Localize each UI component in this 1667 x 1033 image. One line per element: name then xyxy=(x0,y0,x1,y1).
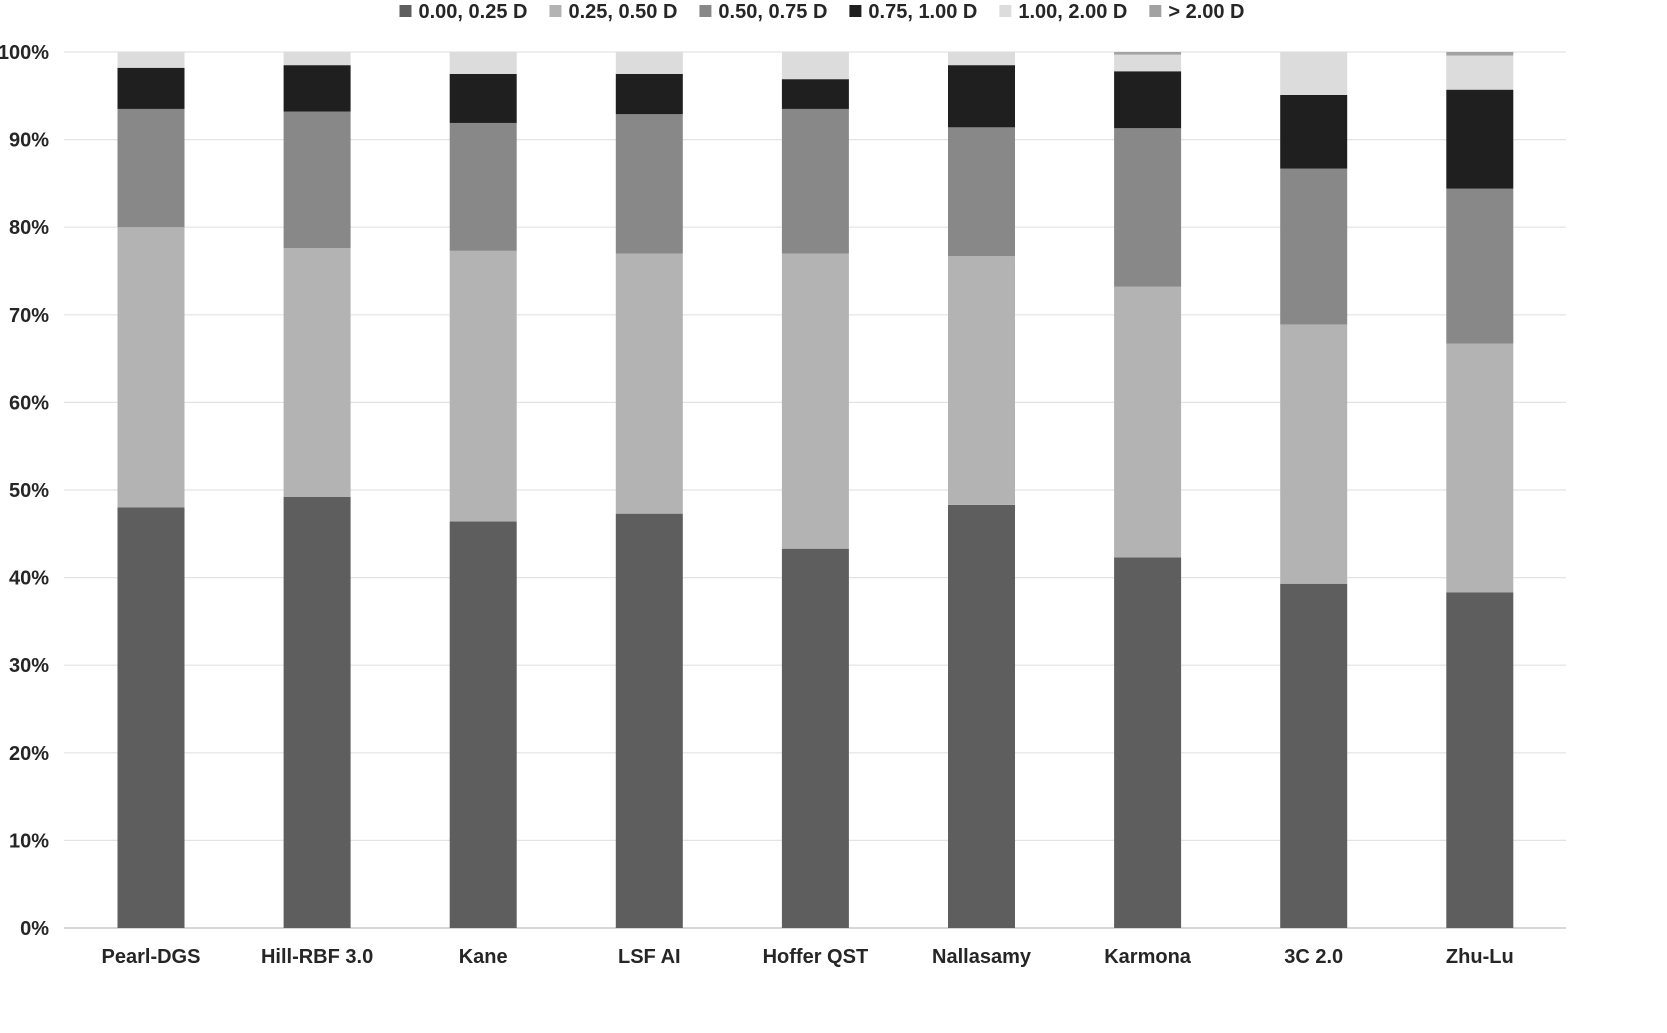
y-tick-label: 70% xyxy=(9,305,49,327)
bar-segment-karmona-0-75-1-00-d xyxy=(1114,71,1182,129)
y-tick-label: 60% xyxy=(9,392,49,414)
bar-segment-hoffer-qst-0-25-0-50-d xyxy=(781,253,849,549)
bar-segment-nallasamy-0-75-1-00-d xyxy=(948,65,1015,128)
bar-stack-hoffer-qst xyxy=(781,52,849,928)
y-tick-label: 30% xyxy=(9,655,49,677)
legend-label: 0.25, 0.50 D xyxy=(568,1,677,23)
x-category-label: LSF AI xyxy=(618,946,681,968)
bar-segment-kane-1-00-2-00-d xyxy=(449,52,517,74)
x-category-label: Pearl-DGS xyxy=(102,946,201,968)
legend-label: > 2.00 D xyxy=(1168,1,1244,23)
y-tick-label: 50% xyxy=(9,480,49,502)
bar-stack-nallasamy xyxy=(948,52,1015,928)
legend-label: 0.50, 0.75 D xyxy=(718,1,827,23)
bar-segment-kane-0-50-0-75-d xyxy=(449,122,517,251)
legend-label: 0.75, 1.00 D xyxy=(868,1,977,23)
legend-label: 1.00, 2.00 D xyxy=(1018,1,1127,23)
bar-stack-zhu-lu xyxy=(1446,52,1514,928)
bar-segment-hoffer-qst-0-00-0-25-d xyxy=(781,548,849,928)
bars xyxy=(117,52,1514,928)
bar-segment-karmona-0-50-0-75-d xyxy=(1114,128,1182,287)
bar-segment-pearl-dgs-0-00-0-25-d xyxy=(117,507,185,928)
bar-segment-pearl-dgs-0-50-0-75-d xyxy=(117,108,185,228)
x-category-label: Nallasamy xyxy=(932,946,1032,968)
bar-segment-pearl-dgs-1-00-2-00-d xyxy=(117,52,185,68)
bar-stack-pearl-dgs xyxy=(117,52,185,928)
bar-segment-karmona-0-00-0-25-d xyxy=(1114,557,1182,928)
y-tick-label: 100% xyxy=(0,42,49,64)
y-axis: 0% 10% 20% 30% 40% 50% 60% 70% 80% 90% 100% xyxy=(0,42,49,940)
bar-segment-zhu-lu-2-00-d xyxy=(1446,52,1514,56)
legend-item-0-00-0-25-d: 0.00, 0.25 D xyxy=(399,1,527,23)
x-category-label: Kane xyxy=(459,946,508,968)
bar-segment-lsf-ai-0-00-0-25-d xyxy=(615,513,683,928)
bar-segment-zhu-lu-0-25-0-50-d xyxy=(1446,343,1514,593)
bar-segment-lsf-ai-1-00-2-00-d xyxy=(615,52,683,74)
bar-segment-lsf-ai-0-25-0-50-d xyxy=(615,253,683,514)
bar-segment-3c-2-0-1-00-2-00-d xyxy=(1280,52,1348,95)
bar-segment-3c-2-0-0-75-1-00-d xyxy=(1280,94,1348,169)
bar-segment-nallasamy-0-50-0-75-d xyxy=(948,127,1015,257)
bar-segment-hill-rbf-3-0-0-50-0-75-d xyxy=(283,111,351,249)
x-category-label: Hill-RBF 3.0 xyxy=(261,946,373,968)
bar-segment-hill-rbf-3-0-1-00-2-00-d xyxy=(283,52,351,66)
legend-swatch xyxy=(999,5,1012,17)
legend-item-0-25-0-50-d: 0.25, 0.50 D xyxy=(549,1,677,23)
x-category-label: Hoffer QST xyxy=(763,946,869,968)
bar-segment-zhu-lu-0-00-0-25-d xyxy=(1446,592,1514,928)
y-tick-label: 20% xyxy=(9,743,49,765)
bar-segment-nallasamy-0-00-0-25-d xyxy=(948,504,1015,928)
bar-segment-hoffer-qst-0-50-0-75-d xyxy=(781,108,849,254)
legend-item-2-00-d: > 2.00 D xyxy=(1149,1,1245,23)
bar-segment-kane-0-00-0-25-d xyxy=(449,521,517,928)
y-tick-label: 80% xyxy=(9,217,49,239)
legend: 0.00, 0.25 D 0.25, 0.50 D 0.50, 0.75 D 0.75… xyxy=(399,1,1245,23)
bar-stack-3c-2-0 xyxy=(1280,52,1348,928)
y-tick-label: 40% xyxy=(9,568,49,590)
bar-segment-3c-2-0-0-25-0-50-d xyxy=(1280,324,1348,584)
bar-segment-kane-0-25-0-50-d xyxy=(449,250,517,522)
bar-segment-hoffer-qst-1-00-2-00-d xyxy=(781,52,849,80)
legend-label: 0.00, 0.25 D xyxy=(418,1,527,23)
bar-segment-kane-0-75-1-00-d xyxy=(449,73,517,123)
x-category-label: Zhu-Lu xyxy=(1446,946,1514,968)
legend-item-1-00-2-00-d: 1.00, 2.00 D xyxy=(999,1,1127,23)
bar-segment-karmona-1-00-2-00-d xyxy=(1114,54,1182,72)
bar-segment-pearl-dgs-0-75-1-00-d xyxy=(117,67,185,109)
bar-stack-hill-rbf-3-0 xyxy=(283,52,351,928)
bar-stack-lsf-ai xyxy=(615,52,683,928)
bar-segment-karmona-2-00-d xyxy=(1114,52,1182,55)
bar-segment-lsf-ai-0-50-0-75-d xyxy=(615,114,683,254)
y-tick-label: 10% xyxy=(9,830,49,852)
bar-segment-hill-rbf-3-0-0-75-1-00-d xyxy=(283,65,351,112)
bar-segment-3c-2-0-0-00-0-25-d xyxy=(1280,583,1348,928)
bar-segment-pearl-dgs-0-25-0-50-d xyxy=(117,227,185,508)
legend-item-0-50-0-75-d: 0.50, 0.75 D xyxy=(699,1,827,23)
bar-segment-hill-rbf-3-0-0-25-0-50-d xyxy=(283,248,351,498)
y-tick-label: 90% xyxy=(9,130,49,152)
bar-segment-hoffer-qst-0-75-1-00-d xyxy=(781,79,849,109)
x-category-label: 3C 2.0 xyxy=(1284,946,1343,968)
legend-item-0-75-1-00-d: 0.75, 1.00 D xyxy=(849,1,977,23)
bar-segment-zhu-lu-1-00-2-00-d xyxy=(1446,55,1514,90)
legend-swatch xyxy=(549,5,562,17)
bar-segment-zhu-lu-0-75-1-00-d xyxy=(1446,89,1514,189)
bar-segment-nallasamy-0-25-0-50-d xyxy=(948,256,1015,505)
bar-segment-karmona-0-25-0-50-d xyxy=(1114,286,1182,558)
bar-segment-lsf-ai-0-75-1-00-d xyxy=(615,73,683,115)
x-category-label: Karmona xyxy=(1104,946,1192,968)
bar-segment-3c-2-0-0-50-0-75-d xyxy=(1280,168,1348,325)
bar-segment-zhu-lu-0-50-0-75-d xyxy=(1446,188,1514,344)
legend-swatch xyxy=(1149,5,1162,17)
legend-swatch xyxy=(849,5,862,17)
bar-stack-kane xyxy=(449,52,517,928)
x-axis: Pearl-DGS Hill-RBF 3.0 Kane LSF AI Hoffer QS… xyxy=(102,946,1514,968)
bar-segment-hill-rbf-3-0-0-00-0-25-d xyxy=(283,497,351,928)
legend-swatch xyxy=(699,5,712,17)
bar-segment-nallasamy-1-00-2-00-d xyxy=(948,52,1015,66)
bar-stack-karmona xyxy=(1114,52,1182,928)
y-tick-label: 0% xyxy=(20,918,49,940)
legend-swatch xyxy=(399,5,412,17)
